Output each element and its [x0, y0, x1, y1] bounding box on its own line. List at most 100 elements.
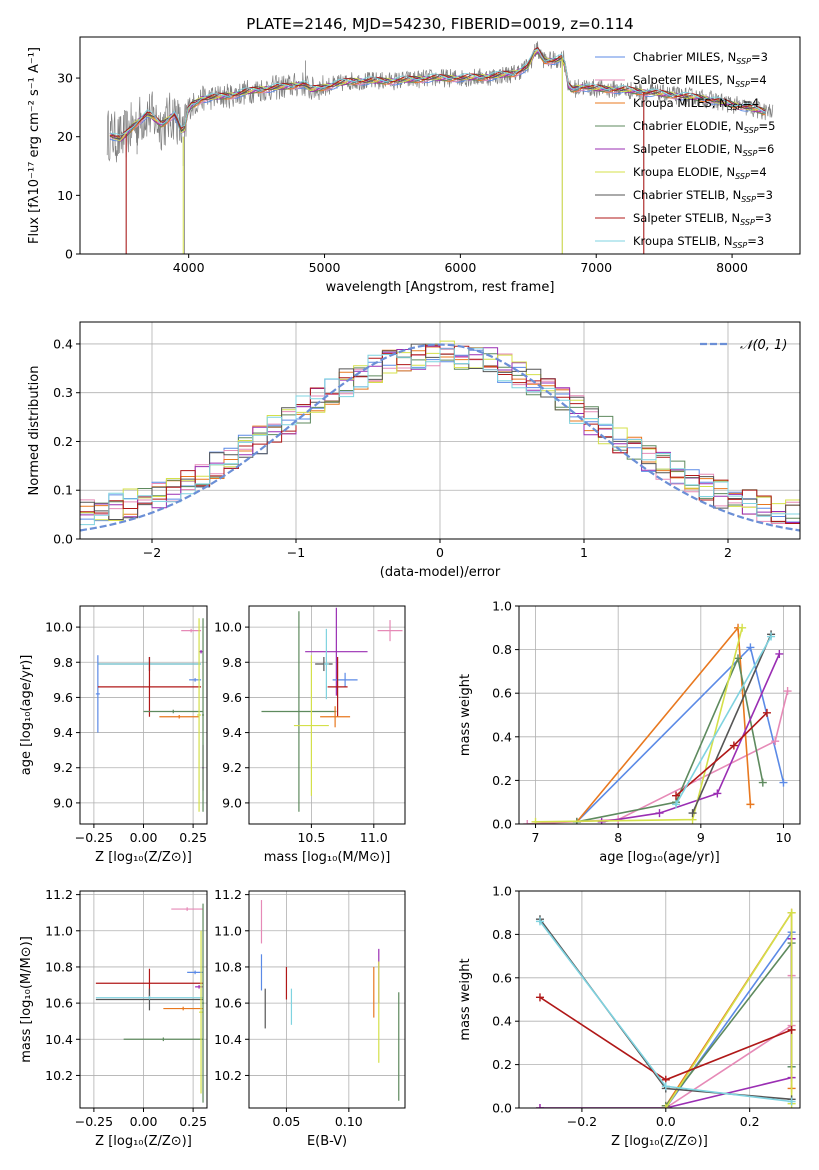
point-marker	[688, 809, 697, 818]
y-tick-label: 10.0	[45, 620, 73, 635]
y-axis-label: age [log₁₀(age/yr)]	[19, 655, 34, 776]
series-line	[675, 636, 772, 805]
gaussian-curve	[80, 343, 800, 532]
y-tick-label: 0.4	[53, 336, 73, 351]
y-tick-label: 1.0	[492, 599, 512, 614]
legend-entry: Salpeter ELODIE, NSSP=6	[633, 142, 774, 158]
y-tick-label: 10.0	[214, 620, 242, 635]
y-tick-label: 9.2	[222, 760, 242, 775]
y-axis-label: mass [log₁₀(M/M⊙)]	[19, 936, 34, 1063]
model-line	[109, 52, 766, 139]
y-tick-label: 0	[65, 247, 73, 262]
x-axis-label: age [log₁₀(age/yr)]	[599, 850, 720, 865]
legend-entry: Salpeter MILES, NSSP=4	[633, 73, 767, 89]
y-tick-label: 0.6	[492, 686, 512, 701]
y-tick-label: 10.6	[214, 996, 242, 1011]
x-tick-label: −0.25	[75, 830, 113, 845]
axes-age-vs-mass: 10.5 11.0 9.0 9.2 9.4 9.6 9.8 10.0 mass [log₁₀(M…	[214, 605, 406, 865]
x-tick-label: 0.2	[740, 1114, 760, 1129]
y-tick-label: 11.0	[45, 923, 73, 938]
point-marker	[771, 737, 780, 746]
x-tick-label: −2	[143, 545, 161, 560]
y-tick-label: 0.8	[492, 642, 512, 657]
y-tick-label: 0.2	[53, 434, 73, 449]
y-tick-label: 11.0	[214, 923, 242, 938]
x-tick-label: 7	[532, 830, 540, 845]
series-line	[535, 627, 743, 823]
x-tick-label: 7000	[580, 260, 612, 275]
y-axis-label: mass weight	[458, 958, 473, 1040]
point-marker	[746, 643, 755, 652]
model-line	[109, 48, 766, 136]
x-tick-label: 0.10	[335, 1114, 363, 1129]
y-tick-label: 0.0	[53, 532, 73, 547]
y-tick-label: 9.4	[53, 725, 73, 740]
y-tick-label: 0.8	[492, 927, 512, 942]
x-axis-label: mass [log₁₀(M/M⊙)]	[264, 850, 391, 865]
plot-area-spectrum	[106, 41, 774, 254]
point-marker	[787, 908, 796, 917]
point-marker	[597, 817, 606, 824]
x-tick-label: 8	[614, 830, 622, 845]
point-marker	[535, 993, 544, 1002]
plot-area-age-vs-mass	[249, 606, 405, 824]
legend-entry: Kroupa MILES, NSSP=4	[633, 96, 759, 112]
y-tick-label: 10.6	[45, 996, 73, 1011]
plot-area-mass-weight-vs-Z	[519, 891, 800, 1108]
x-tick-label: 10.5	[297, 830, 325, 845]
y-tick-label: 1.0	[492, 884, 512, 899]
x-axis-label: (data-model)/error	[380, 565, 501, 580]
y-tick-label: 11.2	[214, 887, 242, 902]
x-tick-label: 4000	[173, 260, 205, 275]
y-tick-label: 30	[57, 71, 73, 86]
point-marker	[531, 817, 540, 824]
axes-age-vs-Z: −0.25 0.00 0.25 9.0 9.2 9.4 9.6 9.8 10.0 Z [log₁₀…	[19, 605, 208, 865]
x-axis-label: wavelength [Angstrom, rest frame]	[326, 280, 555, 295]
plot-area-mass-vs-Z	[80, 891, 207, 1108]
legend-entry: Chabrier STELIB, NSSP=3	[633, 188, 773, 204]
point-marker	[738, 623, 747, 632]
axes-frame	[248, 605, 406, 825]
y-tick-label: 9.6	[53, 690, 73, 705]
y-axis-label: mass weight	[458, 674, 473, 756]
x-axis-label: E(B-V)	[307, 1134, 347, 1149]
y-tick-label: 10	[57, 188, 73, 203]
figure-title: PLATE=2146, MJD=54230, FIBERID=0019, z=0…	[246, 15, 633, 33]
point-marker	[672, 800, 681, 809]
y-axis-label: Normed distribution	[27, 366, 42, 496]
point-marker	[762, 708, 771, 717]
x-axis-label: Z [log₁₀(Z/Z⊙)]	[95, 850, 192, 865]
series-line	[576, 625, 752, 823]
y-tick-label: 0.2	[492, 773, 512, 788]
axes-spectrum: Chabrier MILES, NSSP=3 Salpeter MILES, NS…	[27, 36, 801, 295]
series-line	[691, 633, 772, 814]
point-marker	[729, 741, 738, 750]
axes-frame	[518, 605, 801, 825]
axes-mass-vs-ebv: 0.05 0.10 10.2 10.4 10.6 10.8 11.0 11.2 E(B-V)	[214, 887, 406, 1149]
x-axis-label: Z [log₁₀(Z/Z⊙)]	[95, 1134, 192, 1149]
legend-entry: Salpeter STELIB, NSSP=3	[633, 211, 772, 227]
model-line	[109, 48, 766, 142]
y-tick-label: 10.2	[45, 1068, 73, 1083]
y-tick-label: 0.0	[492, 1101, 512, 1116]
point-marker	[734, 654, 743, 663]
x-tick-label: 0.25	[179, 830, 207, 845]
x-tick-label: −0.2	[567, 1114, 597, 1129]
y-tick-label: 9.2	[53, 760, 73, 775]
legend-entry: Kroupa STELIB, NSSP=3	[633, 234, 764, 250]
point-marker	[758, 778, 767, 787]
series-line	[665, 909, 793, 1108]
point-marker	[713, 789, 722, 798]
point-marker	[661, 1082, 670, 1091]
axes-frame	[248, 890, 406, 1109]
legend-entry: Kroupa ELODIE, NSSP=4	[633, 165, 767, 181]
point-marker	[779, 778, 788, 787]
plot-area-residuals	[80, 322, 800, 539]
axes-frame	[518, 890, 801, 1109]
point-marker	[746, 800, 755, 809]
y-tick-label: 10.8	[214, 959, 242, 974]
x-tick-label: 9	[697, 830, 705, 845]
point-marker	[787, 1097, 796, 1106]
x-tick-label: 1	[580, 545, 588, 560]
